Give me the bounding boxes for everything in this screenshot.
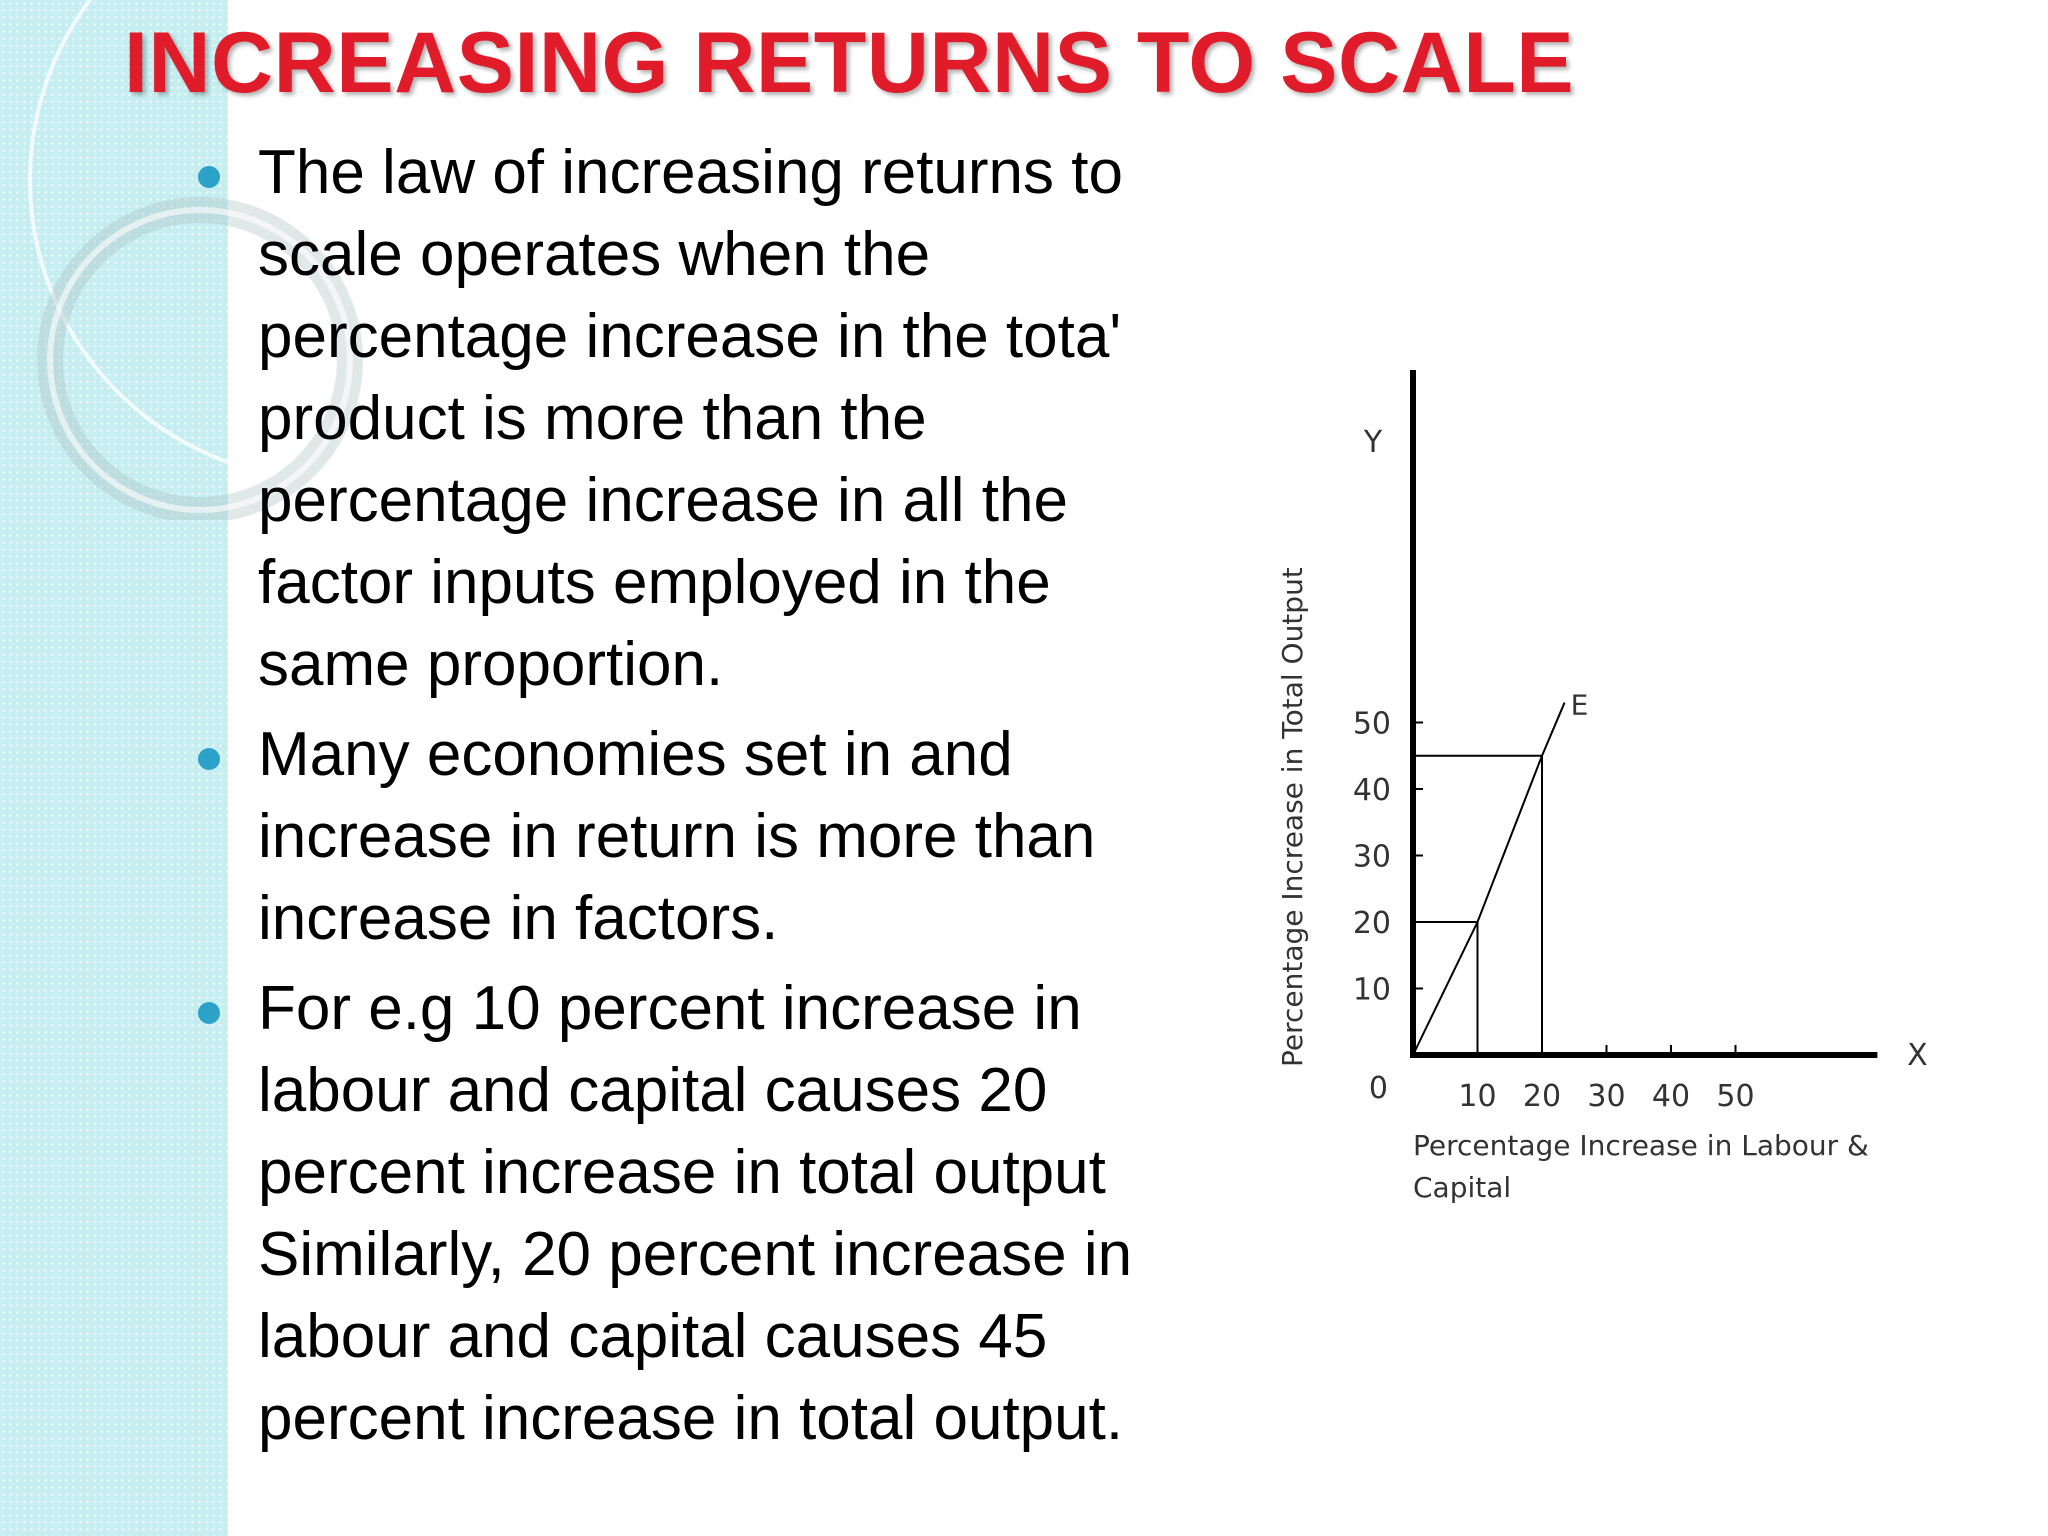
y-axis-title: Percentage Increase in Total Output	[1276, 567, 1309, 1067]
x-axis-title-line: Capital	[1413, 1171, 1511, 1204]
series-line-e	[1412, 702, 1566, 1056]
bullet-line: The law of increasing returns to	[258, 138, 1123, 207]
bullet-line: increase in return is more than	[258, 802, 1096, 871]
bullet-item-2: Many economies set in and increase in re…	[198, 714, 1248, 960]
x-tick-label: 30	[1587, 1079, 1625, 1114]
bullet-list: The law of increasing returns to scale o…	[198, 132, 1248, 1468]
y-tick-label: 20	[1353, 906, 1391, 941]
bullet-line: labour and capital causes 45	[258, 1302, 1048, 1371]
series-label-e: E	[1571, 689, 1589, 722]
x-tick-label: 40	[1652, 1079, 1690, 1114]
bullet-item-3: For e.g 10 percent increase in labour an…	[198, 968, 1248, 1460]
bullet-dot-icon	[198, 748, 220, 770]
bullet-line: product is more than the	[258, 384, 927, 453]
origin-label: 0	[1369, 1071, 1388, 1106]
y-axis-letter: Y	[1363, 425, 1383, 460]
bullet-line: percentage increase in the tota'	[258, 302, 1122, 371]
bullet-line: same proportion.	[258, 630, 724, 699]
bullet-dot-icon	[198, 166, 220, 188]
bullet-line: For e.g 10 percent increase in	[258, 974, 1082, 1043]
bullet-line: factor inputs employed in the	[258, 548, 1051, 617]
bullet-line: scale operates when the	[258, 220, 931, 289]
y-tick-label: 50	[1353, 707, 1391, 742]
y-tick-label: 10	[1353, 973, 1391, 1008]
x-axis-title-line: Percentage Increase in Labour &	[1413, 1129, 1869, 1162]
bullet-line: increase in factors.	[258, 884, 779, 953]
bullet-line: labour and capital causes 20	[258, 1056, 1048, 1125]
y-tick-label: 40	[1353, 773, 1391, 808]
x-axis-letter: X	[1907, 1038, 1928, 1073]
bullet-line: Similarly, 20 percent increase in	[258, 1220, 1133, 1289]
x-tick-label: 10	[1458, 1079, 1496, 1114]
bullet-item-1: The law of increasing returns to scale o…	[198, 132, 1248, 706]
bullet-line: Many economies set in and	[258, 720, 1013, 789]
bullet-line: percent increase in total output	[258, 1138, 1106, 1207]
bullet-line: percent increase in total output.	[258, 1384, 1124, 1453]
slide-title: INCREASING RETURNS TO SCALE	[124, 15, 1575, 111]
y-tick-label: 30	[1353, 840, 1391, 875]
bullet-line: percentage increase in all the	[258, 466, 1068, 535]
returns-to-scale-chart: 10 20 30 40 50 10 20 30 40 50 0 Y X E Percentage Incre…	[1276, 370, 1928, 1204]
bullet-dot-icon	[198, 1002, 220, 1024]
x-tick-label: 50	[1716, 1079, 1754, 1114]
side-decor-band	[0, 0, 228, 1536]
x-tick-label: 20	[1523, 1079, 1561, 1114]
